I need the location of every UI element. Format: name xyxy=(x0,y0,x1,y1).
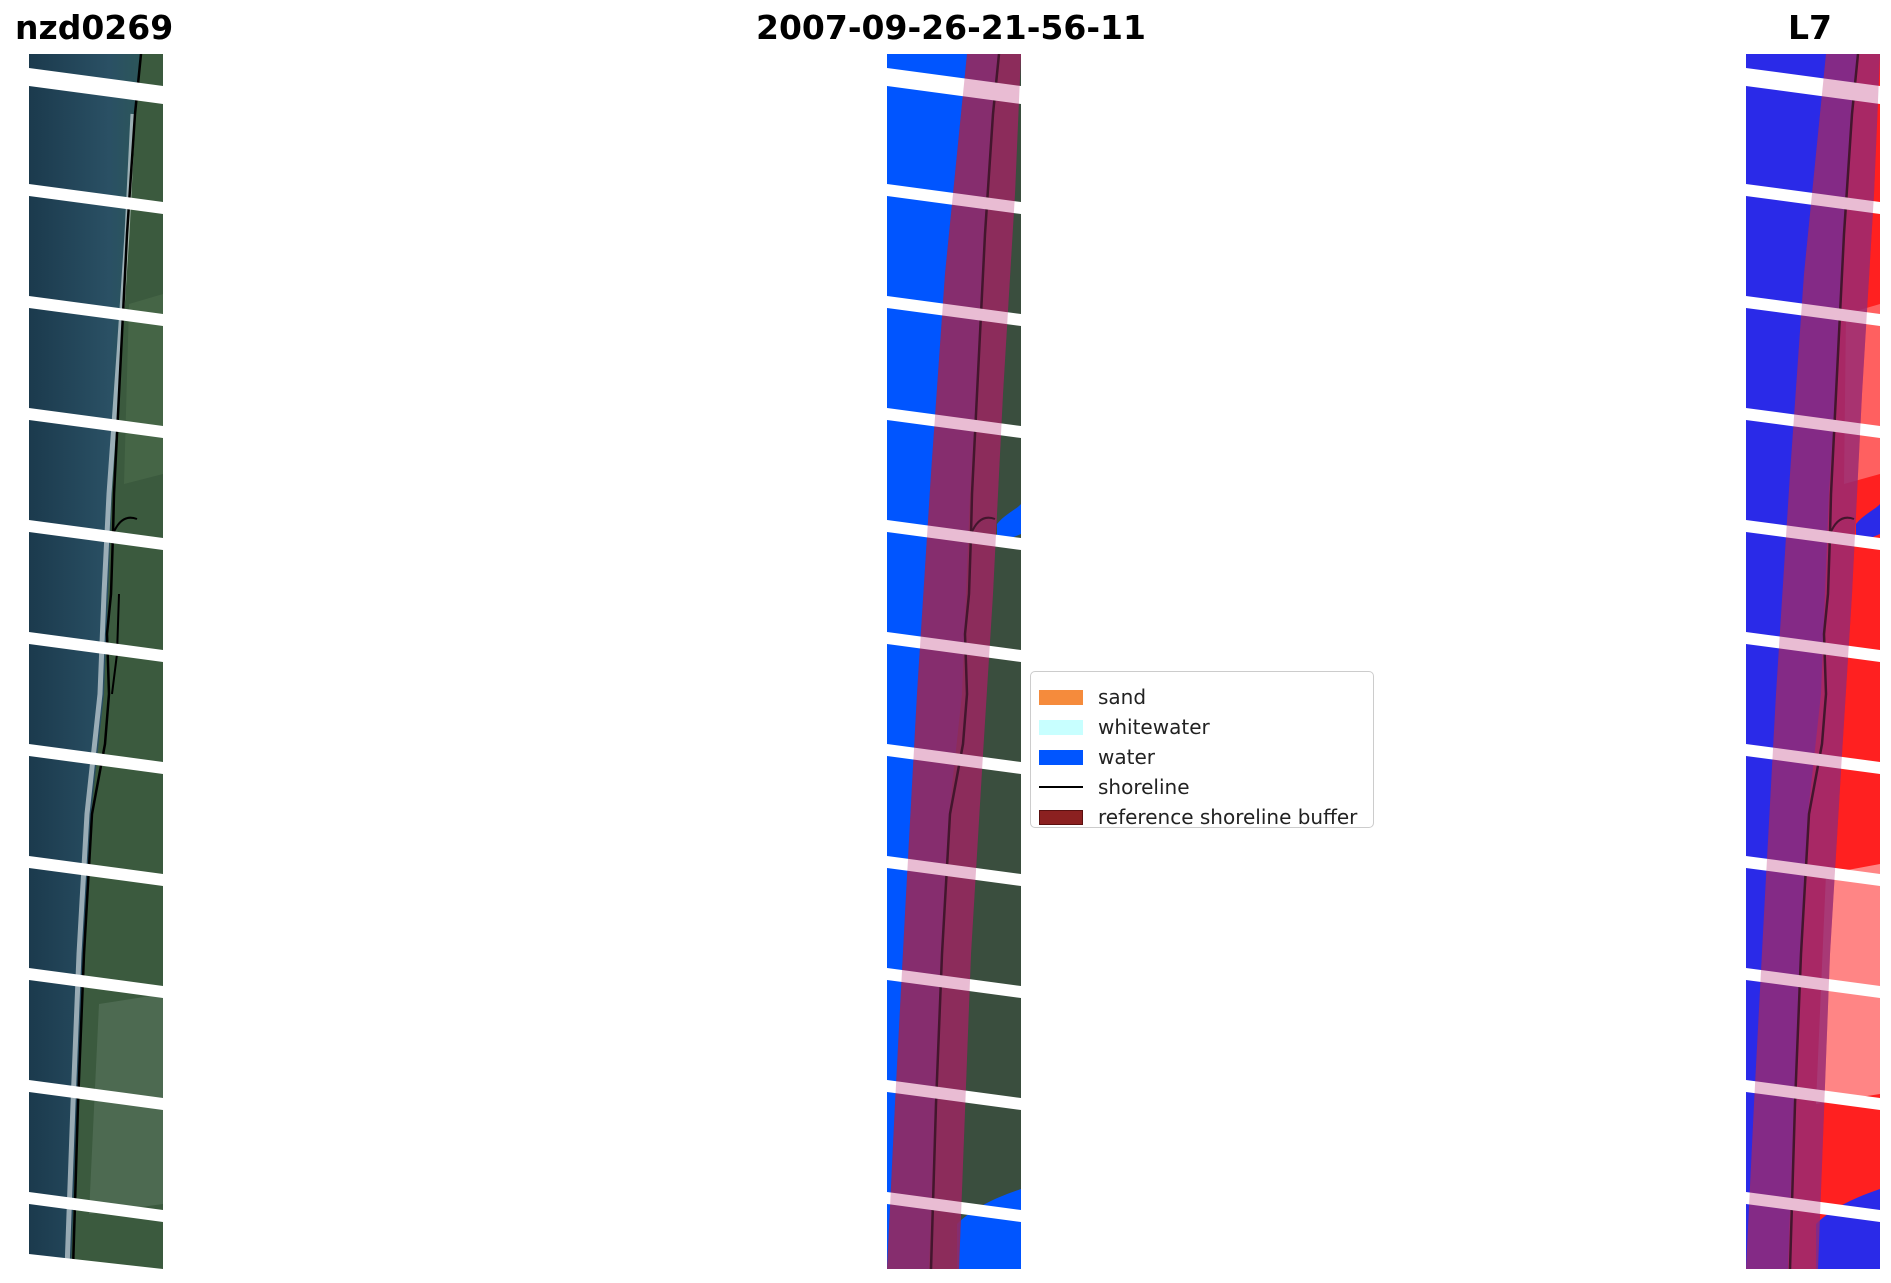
legend-label: shoreline xyxy=(1098,775,1190,799)
sand-swatch xyxy=(1039,689,1083,705)
legend: sand whitewater water shoreline referenc… xyxy=(1030,671,1374,829)
legend-label: whitewater xyxy=(1098,715,1210,739)
shoreline-swatch xyxy=(1039,786,1083,788)
reference-buffer-swatch xyxy=(1039,809,1083,825)
image-date-title: 2007-09-26-21-56-11 xyxy=(756,8,1146,47)
legend-item-reference-buffer: reference shoreline buffer xyxy=(1039,802,1357,832)
legend-item-water: water xyxy=(1039,742,1155,772)
index-image-panel xyxy=(1746,54,1880,1269)
legend-item-sand: sand xyxy=(1039,682,1146,712)
whitewater-swatch xyxy=(1039,719,1083,735)
legend-item-whitewater: whitewater xyxy=(1039,712,1210,742)
satellite-title: L7 xyxy=(1788,8,1832,47)
legend-item-shoreline: shoreline xyxy=(1039,772,1190,802)
site-name-title: nzd0269 xyxy=(15,8,174,47)
rgb-image-panel xyxy=(29,54,163,1269)
legend-label: water xyxy=(1098,745,1155,769)
classified-image-panel xyxy=(887,54,1021,1269)
legend-label: reference shoreline buffer xyxy=(1098,805,1358,829)
legend-label: sand xyxy=(1098,685,1147,709)
water-swatch xyxy=(1039,749,1083,765)
